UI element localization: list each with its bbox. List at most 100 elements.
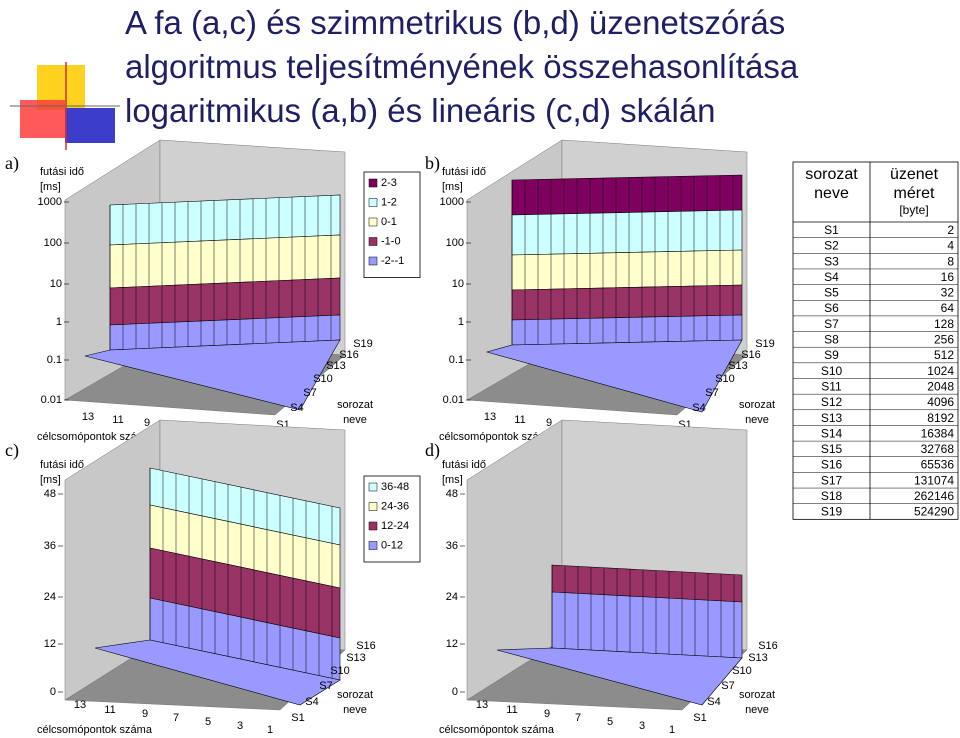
- table-cell: S12: [821, 395, 843, 409]
- table-cell: S16: [821, 458, 843, 472]
- legend-label: 2-3: [381, 177, 397, 189]
- legend-swatch: [368, 541, 378, 550]
- surface-front: [496, 647, 743, 706]
- title-line: algoritmus teljesítményének összehasonlí…: [125, 48, 799, 85]
- y-tick-label: 100: [44, 237, 62, 249]
- y-axis-title: [ms]: [442, 474, 463, 486]
- x-axis-title: célcsomópontok száma: [37, 431, 153, 443]
- depth-tick-label: S13: [346, 652, 366, 664]
- legend-label: 0-12: [381, 539, 403, 551]
- depth-tick-label: S10: [313, 373, 333, 385]
- y-axis-title: [ms]: [40, 474, 61, 486]
- y-axis-title: [ms]: [442, 181, 463, 193]
- legend-swatch: [368, 237, 378, 246]
- depth-tick-label: S10: [715, 373, 735, 385]
- y-tick-label: 12: [44, 638, 56, 650]
- x-tick-label: 1: [267, 724, 273, 736]
- table-cell: 262146: [914, 489, 954, 503]
- surface-band: [511, 249, 743, 291]
- y-tick-label: 1000: [38, 196, 62, 208]
- legend-swatch: [368, 198, 378, 207]
- legend-label: 36-48: [381, 481, 409, 493]
- x-axis-title: célcsomópontok száma: [439, 431, 555, 443]
- depth-tick-label: S4: [707, 696, 720, 708]
- table-cell: S15: [821, 442, 843, 456]
- x-tick-label: 13: [484, 411, 496, 423]
- depth-tick-label: S1: [291, 712, 304, 724]
- x-tick-label: 9: [142, 708, 148, 720]
- table-cell: S3: [824, 254, 839, 268]
- y-axis-title: futási idő: [442, 166, 486, 178]
- y-tick-label: 0.01: [41, 394, 62, 406]
- table-header: [byte]: [899, 203, 928, 217]
- table-cell: S4: [824, 270, 839, 284]
- table-cell: 65536: [921, 458, 955, 472]
- table-cell: 524290: [914, 505, 954, 519]
- table-cell: 8: [947, 254, 954, 268]
- depth-axis-title: neve: [745, 704, 769, 716]
- depth-tick-label: S7: [721, 680, 734, 692]
- y-tick-label: 0.01: [443, 394, 464, 406]
- x-tick-label: 3: [639, 720, 645, 732]
- x-tick-label: 11: [112, 414, 123, 426]
- table-cell: S7: [824, 317, 839, 331]
- depth-tick-label: S16: [339, 349, 359, 361]
- legend-label: -1-0: [381, 235, 401, 247]
- depth-tick-label: S7: [705, 387, 718, 399]
- table-cell: S19: [821, 505, 843, 519]
- y-tick-label: 10: [452, 278, 464, 290]
- depth-tick-label: S7: [319, 680, 332, 692]
- y-tick-label: 0: [452, 686, 458, 698]
- surface-front: [485, 339, 743, 413]
- table-cell: 32768: [921, 442, 955, 456]
- y-axis-title: futási idő: [442, 459, 486, 471]
- table-cell: S13: [821, 411, 843, 425]
- table-cell: 8192: [927, 411, 954, 425]
- table-header: méret: [894, 185, 935, 202]
- y-tick-label: 0.1: [47, 354, 62, 366]
- depth-axis-title: neve: [343, 414, 367, 426]
- table-cell: S5: [824, 286, 839, 300]
- panel-label: b): [425, 153, 440, 174]
- depth-tick-label: S4: [305, 696, 318, 708]
- y-axis-title: futási idő: [40, 166, 84, 178]
- legend-swatch: [368, 521, 378, 531]
- table-cell: 128: [934, 317, 954, 331]
- table-cell: 4096: [927, 395, 954, 409]
- y-tick-label: 1: [458, 316, 464, 328]
- table-header: neve: [814, 185, 849, 202]
- depth-tick-label: S19: [755, 338, 775, 350]
- depth-tick-label: S13: [728, 360, 748, 372]
- depth-tick-label: S16: [758, 640, 778, 652]
- table-cell: 16384: [921, 426, 955, 440]
- x-tick-label: 13: [82, 411, 94, 423]
- y-tick-label: 48: [44, 488, 56, 500]
- table-cell: S1: [824, 223, 839, 237]
- y-tick-label: 1: [56, 316, 62, 328]
- table-cell: S6: [824, 301, 839, 315]
- legend-label: 0-1: [381, 216, 397, 228]
- table-cell: S8: [824, 333, 839, 347]
- y-tick-label: 0: [50, 686, 56, 698]
- x-tick-label: 11: [514, 414, 525, 426]
- legend-swatch: [368, 217, 378, 227]
- y-tick-label: 36: [446, 540, 458, 552]
- x-axis-title: célcsomópontok száma: [439, 724, 555, 736]
- legend-label: 24-36: [381, 500, 409, 512]
- table-cell: 1024: [927, 364, 954, 378]
- depth-tick-label: S7: [303, 387, 316, 399]
- surface-band: [511, 209, 743, 256]
- title-line: logaritmikus (a,b) és lineáris (c,d) ská…: [125, 92, 716, 129]
- table-cell: S2: [824, 239, 839, 253]
- depth-axis-title: sorozat: [337, 689, 373, 701]
- table-cell: 131074: [914, 473, 954, 487]
- surface-band: [511, 174, 743, 216]
- legend-label: 12-24: [381, 520, 409, 532]
- y-axis-title: futási idő: [40, 459, 84, 471]
- x-tick-label: 13: [74, 699, 86, 711]
- table-cell: 64: [941, 301, 955, 315]
- surface-band: [551, 591, 743, 659]
- y-tick-label: 48: [446, 488, 458, 500]
